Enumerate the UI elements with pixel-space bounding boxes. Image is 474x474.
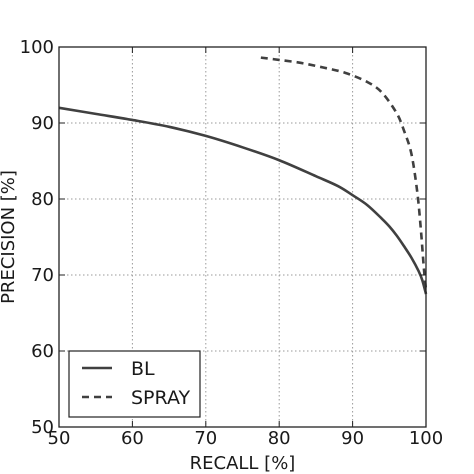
legend-label-bl: BL [131, 358, 155, 380]
series-line-spray [260, 56, 428, 291]
legend: BL SPRAY [68, 350, 201, 418]
y-tick-label: 70 [31, 265, 54, 286]
y-tick-label: 100 [20, 37, 54, 58]
y-axis-label: PRECISION [%] [0, 170, 19, 304]
legend-label-spray: SPRAY [131, 387, 190, 409]
y-tick-label: 50 [31, 417, 54, 438]
y-tick-label: 90 [31, 113, 54, 134]
plot-frame [58, 46, 427, 428]
y-tick-label: 60 [31, 341, 54, 362]
axis-ticks [58, 46, 427, 428]
x-axis-label: RECALL [%] [190, 453, 296, 474]
x-tick-label: 100 [409, 428, 443, 449]
x-tick-labels: 50 60 70 80 90 100 [48, 428, 444, 449]
y-tick-label: 80 [31, 189, 54, 210]
x-tick-label: 50 [48, 428, 71, 449]
series-layer [58, 56, 428, 295]
series-line-bl [58, 106, 428, 295]
y-tick-labels: 50 60 70 80 90 100 [20, 37, 54, 438]
legend-box [68, 350, 201, 418]
x-tick-label: 70 [194, 428, 217, 449]
x-tick-label: 60 [121, 428, 144, 449]
x-tick-label: 90 [341, 428, 364, 449]
x-tick-label: 80 [268, 428, 291, 449]
